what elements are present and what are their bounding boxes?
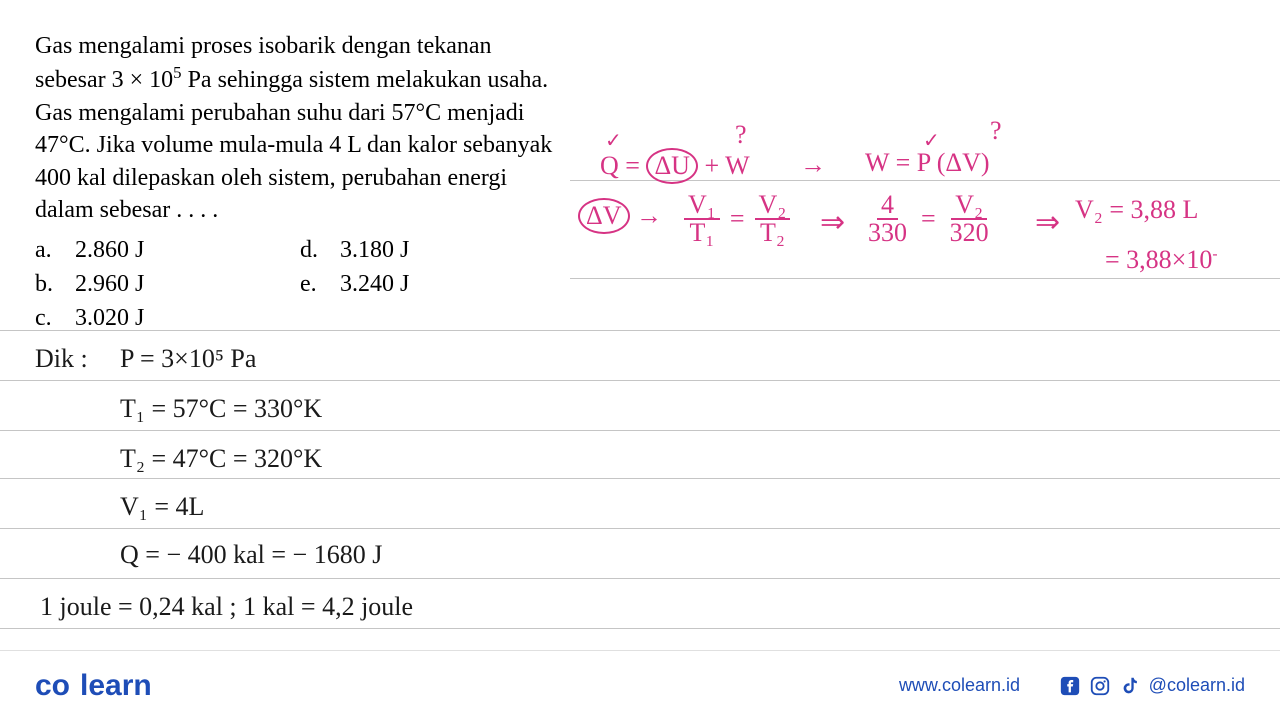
eq-w: W = P (ΔV) [865, 148, 990, 178]
social-handle: @colearn.id [1149, 675, 1245, 696]
ruled-line [0, 380, 1280, 381]
question-mark-2: ? [990, 116, 1002, 146]
dik-p: P = 3×10⁵ Pa [120, 338, 256, 380]
social-links: @colearn.id [1059, 675, 1245, 697]
frac-v1t1: V₁T₁ = V₂T₂ [680, 192, 794, 246]
frac-4-330: 4330 = V₂320 [860, 192, 997, 246]
option-a: a.2.860 J [35, 234, 300, 268]
arrow-1: → [800, 150, 826, 180]
option-e: e.3.240 J [300, 268, 565, 302]
option-c: c.3.020 J [35, 302, 300, 336]
footer-url: www.colearn.id [899, 675, 1020, 696]
problem-text: Gas mengalami proses isobarik dengan tek… [35, 30, 565, 335]
conversion: 1 joule = 0,24 kal ; 1 kal = 4,2 joule [40, 586, 413, 628]
dik-q: Q = − 400 kal = − 1680 J [120, 534, 382, 576]
dik-t1: T₁ = 57°C = 330°K [120, 388, 322, 430]
dik-label: Dik : [35, 338, 88, 380]
option-d: d.3.180 J [300, 234, 565, 268]
dik-t2: T₂ = 47°C = 320°K [120, 438, 322, 480]
circled-dv: ΔV → [578, 198, 662, 234]
ruled-line [0, 578, 1280, 579]
options-grid: a.2.860 J d.3.180 J b.2.960 J e.3.240 J … [35, 234, 565, 335]
dik-v1: V₁ = 4L [120, 486, 204, 528]
v2-result-2: = 3,88×10- [1105, 245, 1218, 275]
v2-result-1: V₂ = 3,88 L [1075, 195, 1198, 225]
tiktok-icon [1119, 675, 1141, 697]
logo: colearn [35, 669, 152, 703]
implies-2: ⇒ [1035, 205, 1060, 240]
facebook-icon [1059, 675, 1081, 697]
ruled-line [0, 528, 1280, 529]
footer: colearn www.colearn.id @colearn.id [0, 650, 1280, 720]
eq-q: Q = ΔU + W [600, 148, 750, 184]
circled-du: ΔU [646, 148, 698, 184]
implies-1: ⇒ [820, 205, 845, 240]
option-b: b.2.960 J [35, 268, 300, 302]
ruled-line [570, 278, 1280, 279]
instagram-icon [1089, 675, 1111, 697]
ruled-line [0, 430, 1280, 431]
question-mark-1: ? [735, 120, 747, 150]
ruled-line [0, 628, 1280, 629]
problem-body: Gas mengalami proses isobarik dengan tek… [35, 30, 565, 226]
